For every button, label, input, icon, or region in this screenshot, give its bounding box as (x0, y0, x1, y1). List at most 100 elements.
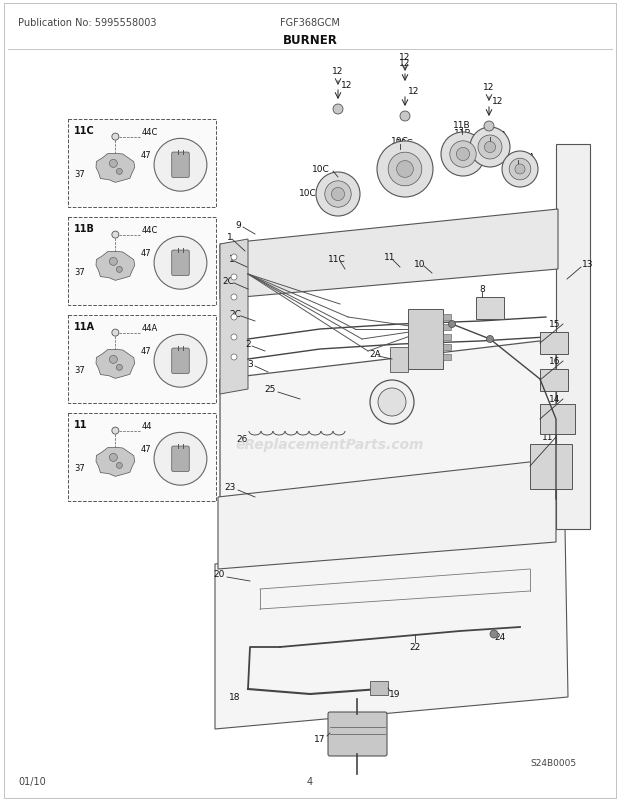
Text: 12: 12 (492, 97, 503, 107)
Text: BURNER: BURNER (283, 34, 337, 47)
Polygon shape (215, 528, 568, 729)
Bar (540, 404, 575, 435)
Circle shape (515, 164, 525, 175)
Bar (443, 325, 451, 330)
Text: 13: 13 (582, 260, 593, 269)
Polygon shape (556, 145, 590, 529)
Circle shape (388, 153, 422, 187)
Text: 44: 44 (142, 422, 153, 431)
Bar (540, 333, 568, 354)
Text: 44C: 44C (142, 128, 158, 137)
Text: 2: 2 (245, 340, 251, 349)
Text: 9: 9 (235, 221, 241, 229)
Circle shape (112, 232, 119, 239)
Circle shape (332, 188, 345, 201)
Text: 11B: 11B (74, 224, 95, 233)
Text: 12: 12 (399, 59, 410, 67)
Text: 18: 18 (229, 693, 240, 702)
Text: Publication No: 5995558003: Publication No: 5995558003 (18, 18, 156, 28)
Text: 20: 20 (214, 569, 225, 579)
Text: 12: 12 (399, 54, 410, 63)
Text: eReplacementParts.com: eReplacementParts.com (236, 437, 424, 452)
Circle shape (484, 122, 494, 132)
Circle shape (231, 354, 237, 361)
Text: 47: 47 (141, 346, 151, 355)
Circle shape (231, 274, 237, 281)
Circle shape (470, 128, 510, 168)
Circle shape (231, 334, 237, 341)
Text: 01/10: 01/10 (18, 776, 46, 786)
Bar (443, 354, 451, 361)
FancyBboxPatch shape (172, 349, 189, 374)
FancyBboxPatch shape (68, 316, 216, 403)
Text: 10C: 10C (299, 188, 317, 197)
Text: 14: 14 (549, 395, 560, 404)
Text: 2C: 2C (222, 277, 234, 286)
Text: 12: 12 (332, 67, 343, 76)
FancyBboxPatch shape (328, 712, 387, 756)
Circle shape (231, 255, 237, 261)
Circle shape (109, 258, 117, 266)
Bar (390, 347, 408, 373)
Text: 11B: 11B (454, 128, 472, 137)
Text: 16: 16 (549, 357, 560, 366)
Polygon shape (96, 448, 135, 476)
Circle shape (231, 314, 237, 321)
Circle shape (370, 380, 414, 424)
Circle shape (487, 336, 494, 343)
Text: 17: 17 (314, 735, 325, 743)
Circle shape (109, 160, 117, 168)
Polygon shape (220, 240, 248, 395)
Circle shape (509, 159, 531, 180)
Circle shape (456, 148, 469, 161)
Text: 11A: 11A (518, 153, 536, 162)
Text: 25: 25 (264, 385, 276, 394)
Text: 15: 15 (549, 320, 560, 329)
Circle shape (397, 161, 414, 178)
Text: 44C: 44C (142, 225, 158, 235)
Text: 8: 8 (479, 286, 485, 294)
Polygon shape (96, 350, 135, 379)
Circle shape (478, 136, 502, 160)
Circle shape (117, 463, 122, 469)
Text: 37: 37 (74, 268, 85, 277)
Polygon shape (96, 154, 135, 183)
Circle shape (154, 433, 207, 485)
Text: 1: 1 (229, 255, 235, 264)
Polygon shape (96, 252, 135, 281)
FancyBboxPatch shape (172, 251, 189, 276)
Text: 2A: 2A (369, 350, 381, 359)
Text: 1: 1 (227, 233, 233, 242)
Text: 11: 11 (74, 419, 87, 429)
Bar (540, 370, 568, 391)
Bar (370, 681, 388, 695)
Text: 21: 21 (373, 395, 387, 404)
Text: 37: 37 (74, 170, 85, 179)
Text: 3: 3 (247, 360, 253, 369)
Text: 11A: 11A (74, 322, 95, 331)
Circle shape (502, 152, 538, 188)
FancyBboxPatch shape (68, 217, 216, 306)
FancyBboxPatch shape (68, 414, 216, 501)
Circle shape (154, 237, 207, 290)
Circle shape (325, 181, 351, 208)
Text: 10A: 10A (490, 131, 508, 140)
Text: 10C: 10C (312, 165, 330, 174)
Text: 12: 12 (484, 83, 495, 92)
Circle shape (441, 133, 485, 176)
Text: FGF368GCM: FGF368GCM (280, 18, 340, 28)
Bar (476, 298, 504, 320)
Text: 10C: 10C (391, 137, 409, 146)
Text: 26: 26 (237, 435, 248, 444)
Circle shape (109, 356, 117, 364)
Text: 12: 12 (408, 87, 419, 96)
Text: 44A: 44A (142, 323, 158, 333)
Text: 37: 37 (74, 464, 85, 472)
FancyBboxPatch shape (172, 447, 189, 472)
Bar (443, 334, 451, 341)
Text: 10C: 10C (396, 138, 414, 148)
Text: 11: 11 (384, 253, 396, 262)
Circle shape (448, 321, 456, 328)
Circle shape (112, 427, 119, 435)
Text: 23: 23 (224, 483, 236, 492)
